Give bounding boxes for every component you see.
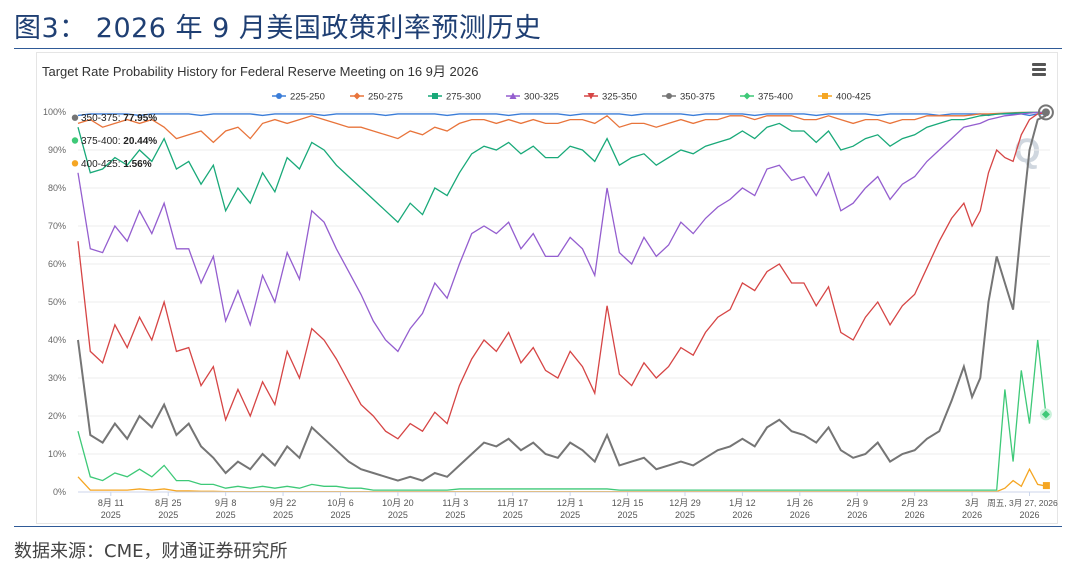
- y-tick-label: 100%: [43, 107, 66, 117]
- band-250-275-line: [77, 111, 1046, 144]
- x-tick-label: 2月 9: [846, 498, 868, 508]
- series-375-400-end-marker: [1041, 410, 1050, 419]
- x-tick-label: 10月 20: [382, 498, 414, 508]
- x-tick-label: 2月 23: [901, 498, 928, 508]
- x-tick-year: 2026: [847, 510, 867, 520]
- x-tick-year: 2025: [101, 510, 121, 520]
- x-tick-label: 3月: [965, 498, 979, 508]
- x-tick-label: 11月 3: [442, 498, 468, 508]
- y-tick-label: 80%: [48, 183, 66, 193]
- x-tick-label: 8月 11: [98, 498, 124, 508]
- legend-label-400-425: 400-425: [836, 92, 871, 103]
- series-400-425-end-marker: [1042, 482, 1050, 490]
- y-tick-label: 20%: [48, 411, 66, 421]
- x-tick-label: 12月 15: [612, 498, 644, 508]
- x-tick-year: 2025: [503, 510, 523, 520]
- series-350-375-end-dot: [1041, 108, 1050, 117]
- x-tick-label: 周五, 3月 27, 2026: [987, 498, 1058, 508]
- x-tick-year: 2025: [560, 510, 580, 520]
- annotation-dot-375-400: [71, 137, 79, 144]
- source-rule: [14, 526, 1062, 527]
- x-tick-label: 11月 17: [497, 498, 528, 508]
- legend-marker-300-325: [509, 92, 517, 99]
- x-tick-label: 1月 12: [729, 498, 756, 508]
- tooltip-annotations: 350-375: 77.95% 375-400: 20.44% 400-425: 1…: [71, 113, 157, 170]
- x-tick-year: 2026: [790, 510, 810, 520]
- chart-axes: 0% 10% 20% 30% 40% 50% 60% 70% 80% 90% 100% 8月 11 20…: [43, 107, 1058, 520]
- y-tick-label: 70%: [48, 221, 66, 231]
- x-tick-year: 2025: [330, 510, 350, 520]
- annotation-label: 400-425:: [81, 159, 123, 170]
- chart-grid: [78, 111, 1050, 493]
- x-tick-year: 2025: [675, 510, 695, 520]
- legend-marker-400-425: [822, 93, 828, 99]
- band-275-300-line: [77, 111, 1046, 224]
- series-lines: [77, 104, 1054, 493]
- x-tick-year: 2025: [618, 510, 638, 520]
- chart-panel: [36, 52, 1058, 524]
- legend-label-350-375: 350-375: [680, 92, 715, 103]
- y-tick-label: 90%: [48, 145, 66, 155]
- legend-marker-350-375: [666, 93, 672, 99]
- annotation-label: 350-375:: [81, 113, 123, 124]
- legend-label-250-275: 250-275: [368, 92, 403, 103]
- x-tick-year: 2025: [388, 510, 408, 520]
- series-350-375-line: [77, 114, 1047, 482]
- title-rule: [14, 48, 1062, 49]
- x-tick-label: 10月 6: [327, 498, 354, 508]
- legend-label-300-325: 300-325: [524, 92, 559, 103]
- annotation-text-375-400: 375-400: 20.44%: [81, 136, 157, 147]
- x-tick-year: 2025: [216, 510, 236, 520]
- x-tick-year: 2026: [732, 510, 752, 520]
- chart-title: Target Rate Probability History for Fede…: [42, 64, 479, 79]
- y-tick-label: 50%: [48, 297, 66, 307]
- legend-marker-225-250: [276, 93, 282, 99]
- legend-label-225-250: 225-250: [290, 92, 325, 103]
- series-400-425-line: [77, 467, 1047, 493]
- band-300-325-line: [77, 111, 1046, 353]
- annotation-value: 77.95%: [123, 113, 157, 124]
- legend-marker-375-400: [743, 92, 751, 100]
- x-tick-year: 2026: [1019, 510, 1039, 520]
- x-tick-label: 12月 1: [557, 498, 584, 508]
- hamburger-menu-icon[interactable]: [1032, 63, 1047, 76]
- x-tick-year: 2025: [273, 510, 293, 520]
- legend-marker-250-275: [353, 92, 361, 100]
- y-tick-label: 0%: [53, 487, 66, 497]
- legend-marker-275-300: [432, 93, 438, 99]
- x-tick-label: 8月 25: [155, 498, 182, 508]
- legend-label-275-300: 275-300: [446, 92, 481, 103]
- legend-label-325-350: 325-350: [602, 92, 637, 103]
- y-tick-label: 30%: [48, 373, 66, 383]
- annotation-dot-350-375: [71, 114, 79, 121]
- y-tick-label: 40%: [48, 335, 66, 345]
- chart-legend: 225-250 250-275 275-300 300-325 325-350 350-3…: [272, 92, 871, 103]
- probability-bands: [77, 111, 1046, 440]
- x-tick-year: 2026: [905, 510, 925, 520]
- annotation-value: 20.44%: [123, 136, 157, 147]
- annotation-text-400-425: 400-425: 1.56%: [81, 159, 152, 170]
- annotation-text-350-375: 350-375: 77.95%: [81, 113, 157, 124]
- series-350-375-end-marker: [1037, 104, 1054, 121]
- band-325-350-line: [77, 112, 1046, 440]
- series-225-250-line: [77, 113, 1046, 117]
- figure-title: 图3： 2026 年 9 月美国政策利率预测历史: [14, 13, 542, 44]
- x-tick-label: 9月 22: [270, 498, 297, 508]
- legend-marker-325-350: [587, 93, 595, 100]
- legend-label-375-400: 375-400: [758, 92, 793, 103]
- x-tick-year: 2025: [445, 510, 465, 520]
- x-tick-year: 2025: [158, 510, 178, 520]
- source-note: 数据来源：CME，财通证券研究所: [14, 541, 288, 562]
- x-tick-year: 2026: [962, 510, 982, 520]
- y-tick-label: 10%: [48, 449, 66, 459]
- annotation-dot-400-425: [71, 160, 79, 167]
- y-tick-label: 60%: [48, 259, 66, 269]
- annotation-label: 375-400:: [81, 136, 123, 147]
- x-tick-label: 12月 29: [669, 498, 701, 508]
- series-375-400-line: [77, 339, 1047, 491]
- annotation-value: 1.56%: [123, 159, 151, 170]
- x-tick-label: 9月 8: [215, 498, 237, 508]
- x-tick-label: 1月 26: [787, 498, 814, 508]
